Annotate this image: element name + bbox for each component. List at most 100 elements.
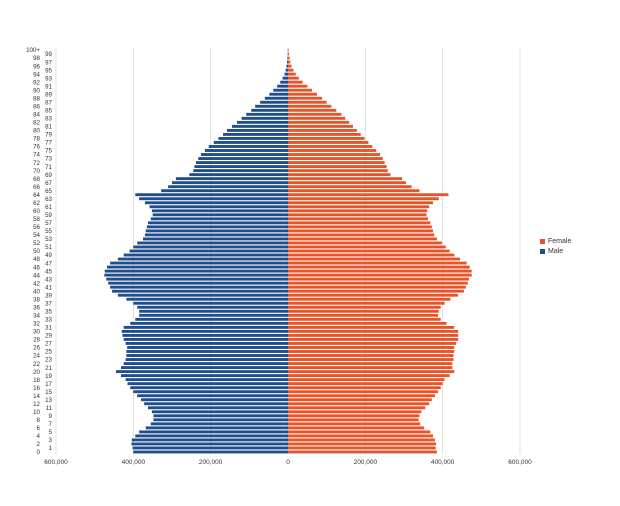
female-bar-age-18 — [288, 378, 445, 382]
legend-item-female: Female — [540, 236, 571, 246]
female-bar-age-27 — [288, 342, 457, 345]
y-tick-label-58: 58 — [33, 216, 40, 223]
male-bar-age-32 — [130, 321, 288, 325]
male-bar-age-94 — [284, 72, 288, 76]
male-bar-age-62 — [144, 201, 288, 205]
y-tick-label-28: 28 — [33, 337, 40, 344]
y-tick-label-73: 73 — [45, 156, 52, 163]
female-bar-age-45 — [288, 269, 472, 273]
male-bar-age-72 — [195, 161, 288, 165]
male-bar-age-68 — [175, 177, 288, 181]
male-bar-age-90 — [273, 88, 288, 92]
y-tick-label-19: 19 — [45, 373, 52, 380]
female-bar-age-72 — [288, 161, 385, 165]
female-bar-age-11 — [288, 406, 426, 410]
y-tick-label-39: 39 — [45, 292, 52, 299]
female-bar-age-16 — [288, 386, 441, 390]
female-bar-age-90 — [288, 88, 312, 92]
y-tick-label-40: 40 — [33, 288, 40, 295]
female-bar-age-64 — [288, 193, 449, 197]
male-bar-age-67 — [172, 181, 288, 185]
y-tick-label-15: 15 — [45, 389, 52, 396]
female-bar-age-37 — [288, 301, 445, 305]
female-bar-age-68 — [288, 177, 403, 181]
male-bar-age-54 — [144, 233, 288, 237]
y-tick-label-82: 82 — [33, 120, 40, 127]
male-bar-age-69 — [189, 173, 288, 177]
y-tick-label-11: 11 — [46, 405, 53, 412]
female-bar-age-100+ — [288, 48, 289, 52]
female-bar-age-86 — [288, 104, 332, 108]
male-bar-age-20 — [115, 370, 288, 374]
y-tick-label-21: 21 — [45, 365, 52, 372]
y-tick-label-62: 62 — [33, 200, 40, 207]
y-tick-label-37: 37 — [45, 300, 52, 307]
y-tick-label-8: 8 — [37, 417, 41, 424]
y-tick-label-92: 92 — [33, 79, 40, 86]
male-bar-age-61 — [149, 205, 288, 209]
female-bar-age-21 — [288, 366, 453, 370]
female-bar-age-60 — [288, 209, 428, 213]
y-tick-label-67: 67 — [45, 180, 52, 187]
y-tick-label-83: 83 — [45, 116, 52, 123]
y-tick-label-81: 81 — [45, 124, 52, 131]
y-tick-label-24: 24 — [33, 353, 40, 360]
male-bar-age-70 — [193, 169, 288, 173]
y-tick-label-25: 25 — [45, 349, 52, 356]
y-tick-label-41: 41 — [45, 284, 52, 291]
female-bar-age-34 — [288, 313, 439, 317]
female-bar-age-8 — [288, 418, 419, 422]
male-bar-age-29 — [122, 333, 288, 337]
female-bar-age-85 — [288, 108, 337, 112]
female-bar-age-46 — [288, 265, 470, 269]
female-bar-age-55 — [288, 229, 433, 233]
female-bar-age-17 — [288, 382, 443, 386]
male-bar-age-64 — [135, 193, 288, 197]
female-bar-age-71 — [288, 165, 387, 169]
male-bar-age-88 — [264, 96, 288, 100]
y-tick-label-53: 53 — [45, 236, 52, 243]
male-bar-age-39 — [117, 293, 288, 297]
female-bar-age-48 — [288, 257, 461, 261]
y-tick-label-89: 89 — [45, 91, 52, 98]
female-bar-age-92 — [288, 80, 303, 84]
y-tick-label-59: 59 — [45, 212, 52, 219]
male-bar-age-21 — [120, 366, 289, 370]
female-bar-age-44 — [288, 273, 472, 277]
male-bar-age-10 — [151, 410, 288, 414]
male-bar-age-80 — [226, 128, 288, 132]
female-bar-age-59 — [288, 213, 427, 217]
male-bar-age-79 — [223, 132, 288, 136]
x-tick-label-0: 600,000 — [44, 459, 68, 466]
y-tick-label-79: 79 — [45, 132, 52, 139]
y-tick-label-20: 20 — [33, 369, 40, 376]
female-bar-age-32 — [288, 321, 447, 325]
y-tick-label-22: 22 — [33, 361, 40, 368]
female-bar-age-14 — [288, 394, 435, 398]
male-bar-age-19 — [120, 374, 289, 378]
legend-label-female: Female — [548, 237, 572, 245]
male-bar-age-65 — [161, 189, 288, 193]
y-tick-label-84: 84 — [33, 112, 40, 119]
male-bar-age-56 — [146, 225, 288, 229]
female-bar-age-98 — [288, 56, 290, 60]
male-bar-age-41 — [110, 285, 288, 289]
female-bar-age-20 — [288, 370, 455, 374]
female-bars — [288, 48, 472, 454]
x-tick-label-4: 200,000 — [354, 459, 378, 466]
female-bar-age-4 — [288, 434, 433, 438]
female-bar-age-87 — [288, 100, 327, 104]
y-tick-label-64: 64 — [33, 192, 40, 199]
male-bar-age-58 — [150, 217, 288, 221]
female-bar-age-6 — [288, 426, 425, 430]
female-bar-age-39 — [288, 293, 459, 297]
y-tick-label-5: 5 — [49, 429, 53, 436]
male-bar-age-46 — [107, 265, 288, 269]
male-bar-age-93 — [282, 76, 288, 80]
y-tick-label-45: 45 — [45, 268, 52, 275]
y-tick-label-10: 10 — [33, 409, 40, 416]
male-bar-age-53 — [143, 237, 288, 241]
y-tick-label-69: 69 — [45, 172, 52, 179]
male-bars — [104, 48, 289, 454]
